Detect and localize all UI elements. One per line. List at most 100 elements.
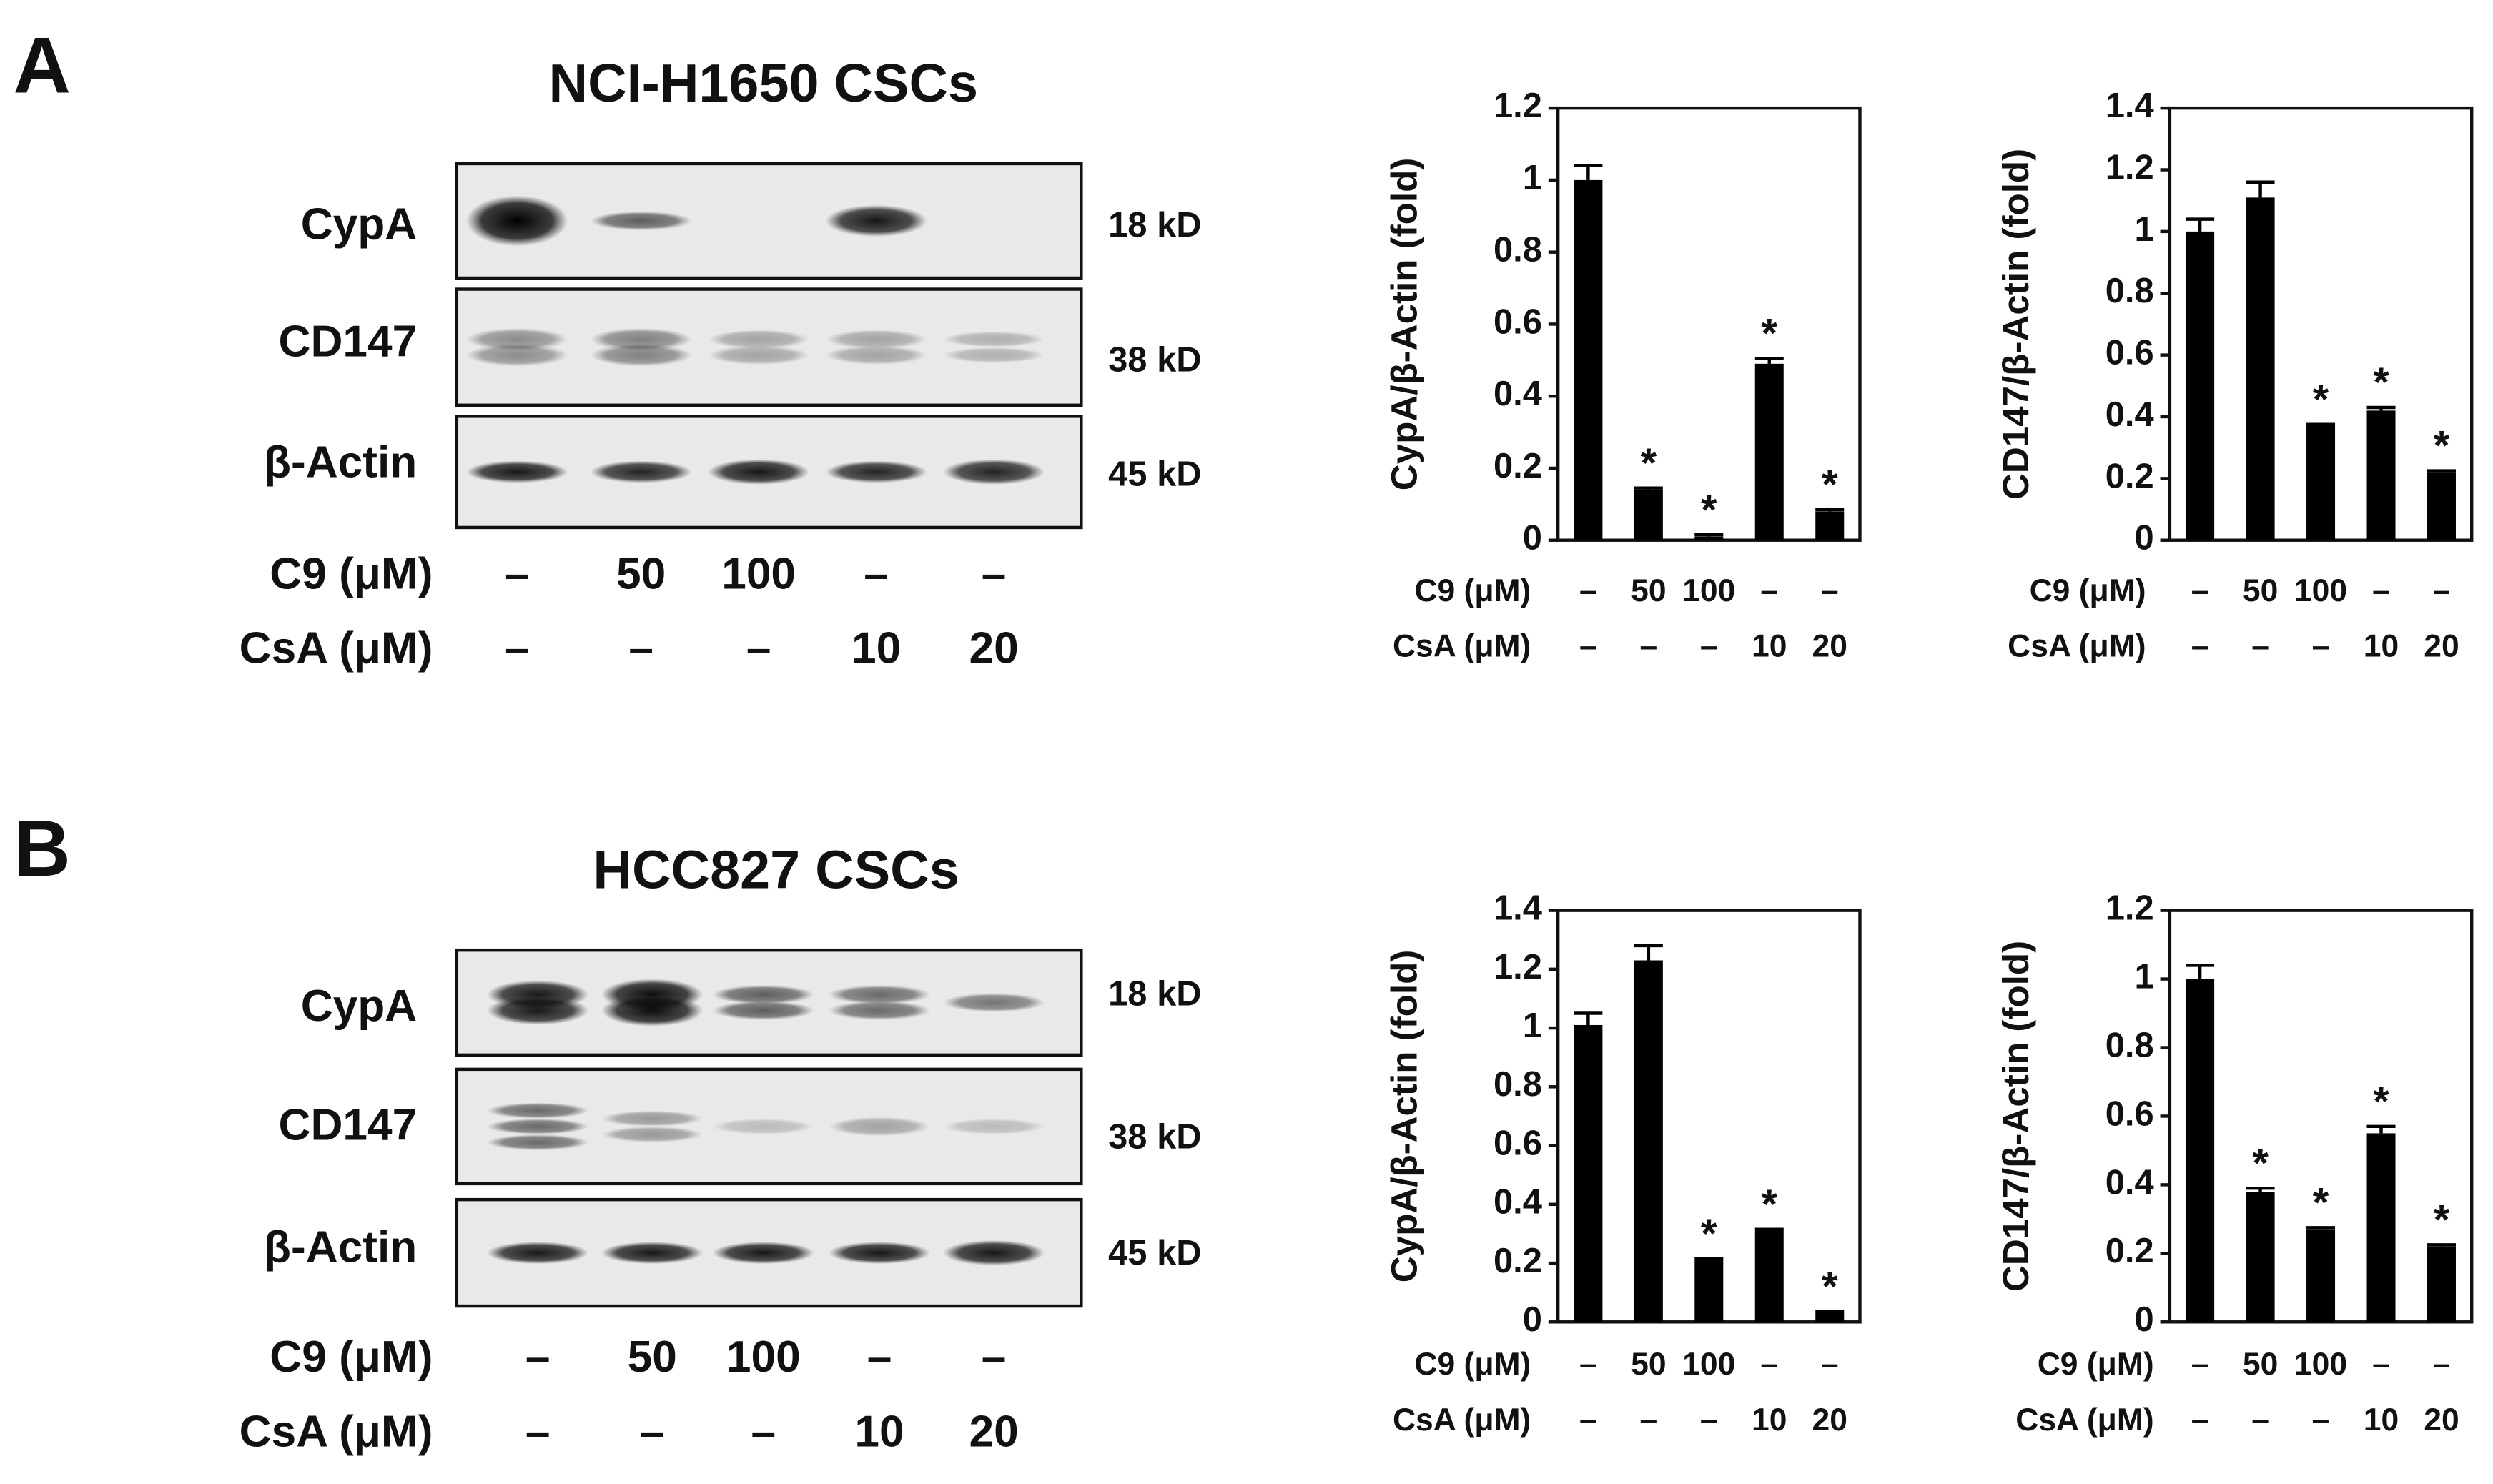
condition-value: –	[751, 1408, 776, 1457]
condition-label: CsA (μM)	[2015, 1403, 2153, 1438]
error-bar	[1694, 533, 1724, 537]
blot-title: NCI-H1650 CSCs	[549, 54, 979, 114]
condition-value: 10	[2364, 629, 2399, 664]
row-label: β-Actin	[264, 438, 417, 488]
plot-frame	[1556, 106, 1862, 542]
blot-band	[590, 344, 692, 367]
bar	[2366, 1133, 2396, 1322]
y-tick-label: 0.2	[1494, 1242, 1542, 1280]
blot-band	[942, 347, 1045, 363]
condition-value: –	[1760, 573, 1778, 608]
bar	[1694, 1260, 1724, 1322]
blot-band	[466, 460, 568, 483]
condition-value: –	[2191, 573, 2209, 608]
y-tick-label: 0.4	[1494, 375, 1542, 413]
condition-value: –	[1639, 629, 1657, 664]
y-tick-label: 0.4	[2106, 395, 2154, 434]
condition-value: 50	[1631, 1347, 1666, 1382]
error-bar	[1574, 164, 1603, 180]
condition-value: 20	[969, 1408, 1018, 1457]
bar	[1574, 1024, 1603, 1322]
y-axis-label: CypA/β-Actin (fold)	[1383, 950, 1424, 1283]
condition-label: CsA (μM)	[1393, 1403, 1531, 1438]
condition-value: 10	[851, 624, 901, 673]
y-tick-label: 0	[2134, 519, 2153, 558]
y-tick-label: 1.2	[1494, 948, 1542, 986]
significance-label: *	[2373, 1079, 2389, 1124]
condition-value: 100	[726, 1332, 801, 1382]
blot-title: HCC827 CSCs	[593, 840, 959, 900]
condition-label: C9 (μM)	[270, 1332, 433, 1382]
y-tick-label: 1.4	[1494, 889, 1542, 928]
y-tick-label: 0.6	[2106, 334, 2154, 372]
y-tick-label: 0.2	[1494, 447, 1542, 485]
y-tick-label: 1	[2134, 957, 2153, 996]
error-bar	[1634, 486, 1663, 490]
condition-value: –	[2312, 1403, 2330, 1438]
condition-value: –	[1700, 629, 1718, 664]
bar	[2427, 472, 2456, 540]
condition-label: C9 (μM)	[2030, 573, 2146, 608]
condition-value: –	[982, 1332, 1007, 1382]
error-bar	[2427, 469, 2456, 473]
blot-band	[601, 1126, 704, 1143]
error-bar	[2306, 1226, 2336, 1230]
size-label: 18 kD	[1108, 206, 1201, 244]
condition-label: C9 (μM)	[1414, 573, 1531, 608]
blot-band	[825, 204, 927, 237]
condition-value: 10	[2364, 1403, 2399, 1438]
blot-band	[825, 460, 927, 483]
condition-value: –	[864, 549, 889, 598]
significance-label: *	[2313, 1180, 2329, 1226]
error-bar	[1754, 357, 1784, 364]
condition-value: –	[1579, 629, 1597, 664]
bar	[2186, 231, 2215, 540]
condition-value: 50	[1631, 573, 1666, 608]
condition-label: CsA (μM)	[240, 624, 433, 673]
blot-band	[590, 211, 692, 231]
bar	[1574, 179, 1603, 540]
y-tick-label: 0.8	[2106, 1026, 2154, 1064]
condition-value: –	[982, 549, 1007, 598]
y-tick-label: 0.8	[1494, 1065, 1542, 1104]
error-bar	[2306, 422, 2336, 427]
y-tick-label: 1.2	[2106, 889, 2154, 928]
condition-value: –	[1760, 1347, 1778, 1382]
condition-value: –	[1821, 573, 1839, 608]
bar	[1634, 490, 1663, 540]
significance-label: *	[1641, 440, 1657, 486]
blot-band	[487, 1118, 589, 1135]
blot-band	[942, 1118, 1045, 1135]
blot-band	[708, 330, 810, 349]
blot-band	[466, 195, 568, 247]
size-label: 45 kD	[1108, 1234, 1201, 1272]
condition-value: 50	[628, 1332, 677, 1382]
condition-value: –	[1579, 573, 1597, 608]
condition-value: –	[2251, 1403, 2269, 1438]
blot-band	[708, 459, 810, 485]
blot-strip	[455, 287, 1083, 407]
condition-value: –	[1821, 1347, 1839, 1382]
bar	[1754, 363, 1784, 540]
condition-value: –	[746, 624, 771, 673]
blot-band	[708, 345, 810, 365]
condition-value: 50	[616, 549, 666, 598]
panel-label: A	[14, 20, 71, 109]
blot-band	[712, 1001, 814, 1020]
significance-label: *	[1762, 1182, 1778, 1227]
y-tick-label: 0.4	[2106, 1163, 2154, 1202]
bar	[1634, 960, 1663, 1322]
error-bar	[2366, 1124, 2396, 1134]
size-label: 38 kD	[1108, 341, 1201, 380]
condition-value: 100	[1682, 1347, 1735, 1382]
condition-value: –	[2251, 629, 2269, 664]
condition-label: CsA (μM)	[1393, 629, 1531, 664]
blot-band	[942, 993, 1045, 1012]
condition-value: 20	[1812, 1403, 1847, 1438]
blot-band	[601, 994, 704, 1027]
blot-strip	[455, 415, 1083, 530]
y-tick-label: 0	[1523, 1300, 1542, 1339]
significance-label: *	[2373, 360, 2389, 405]
error-bar	[1815, 1310, 1845, 1314]
